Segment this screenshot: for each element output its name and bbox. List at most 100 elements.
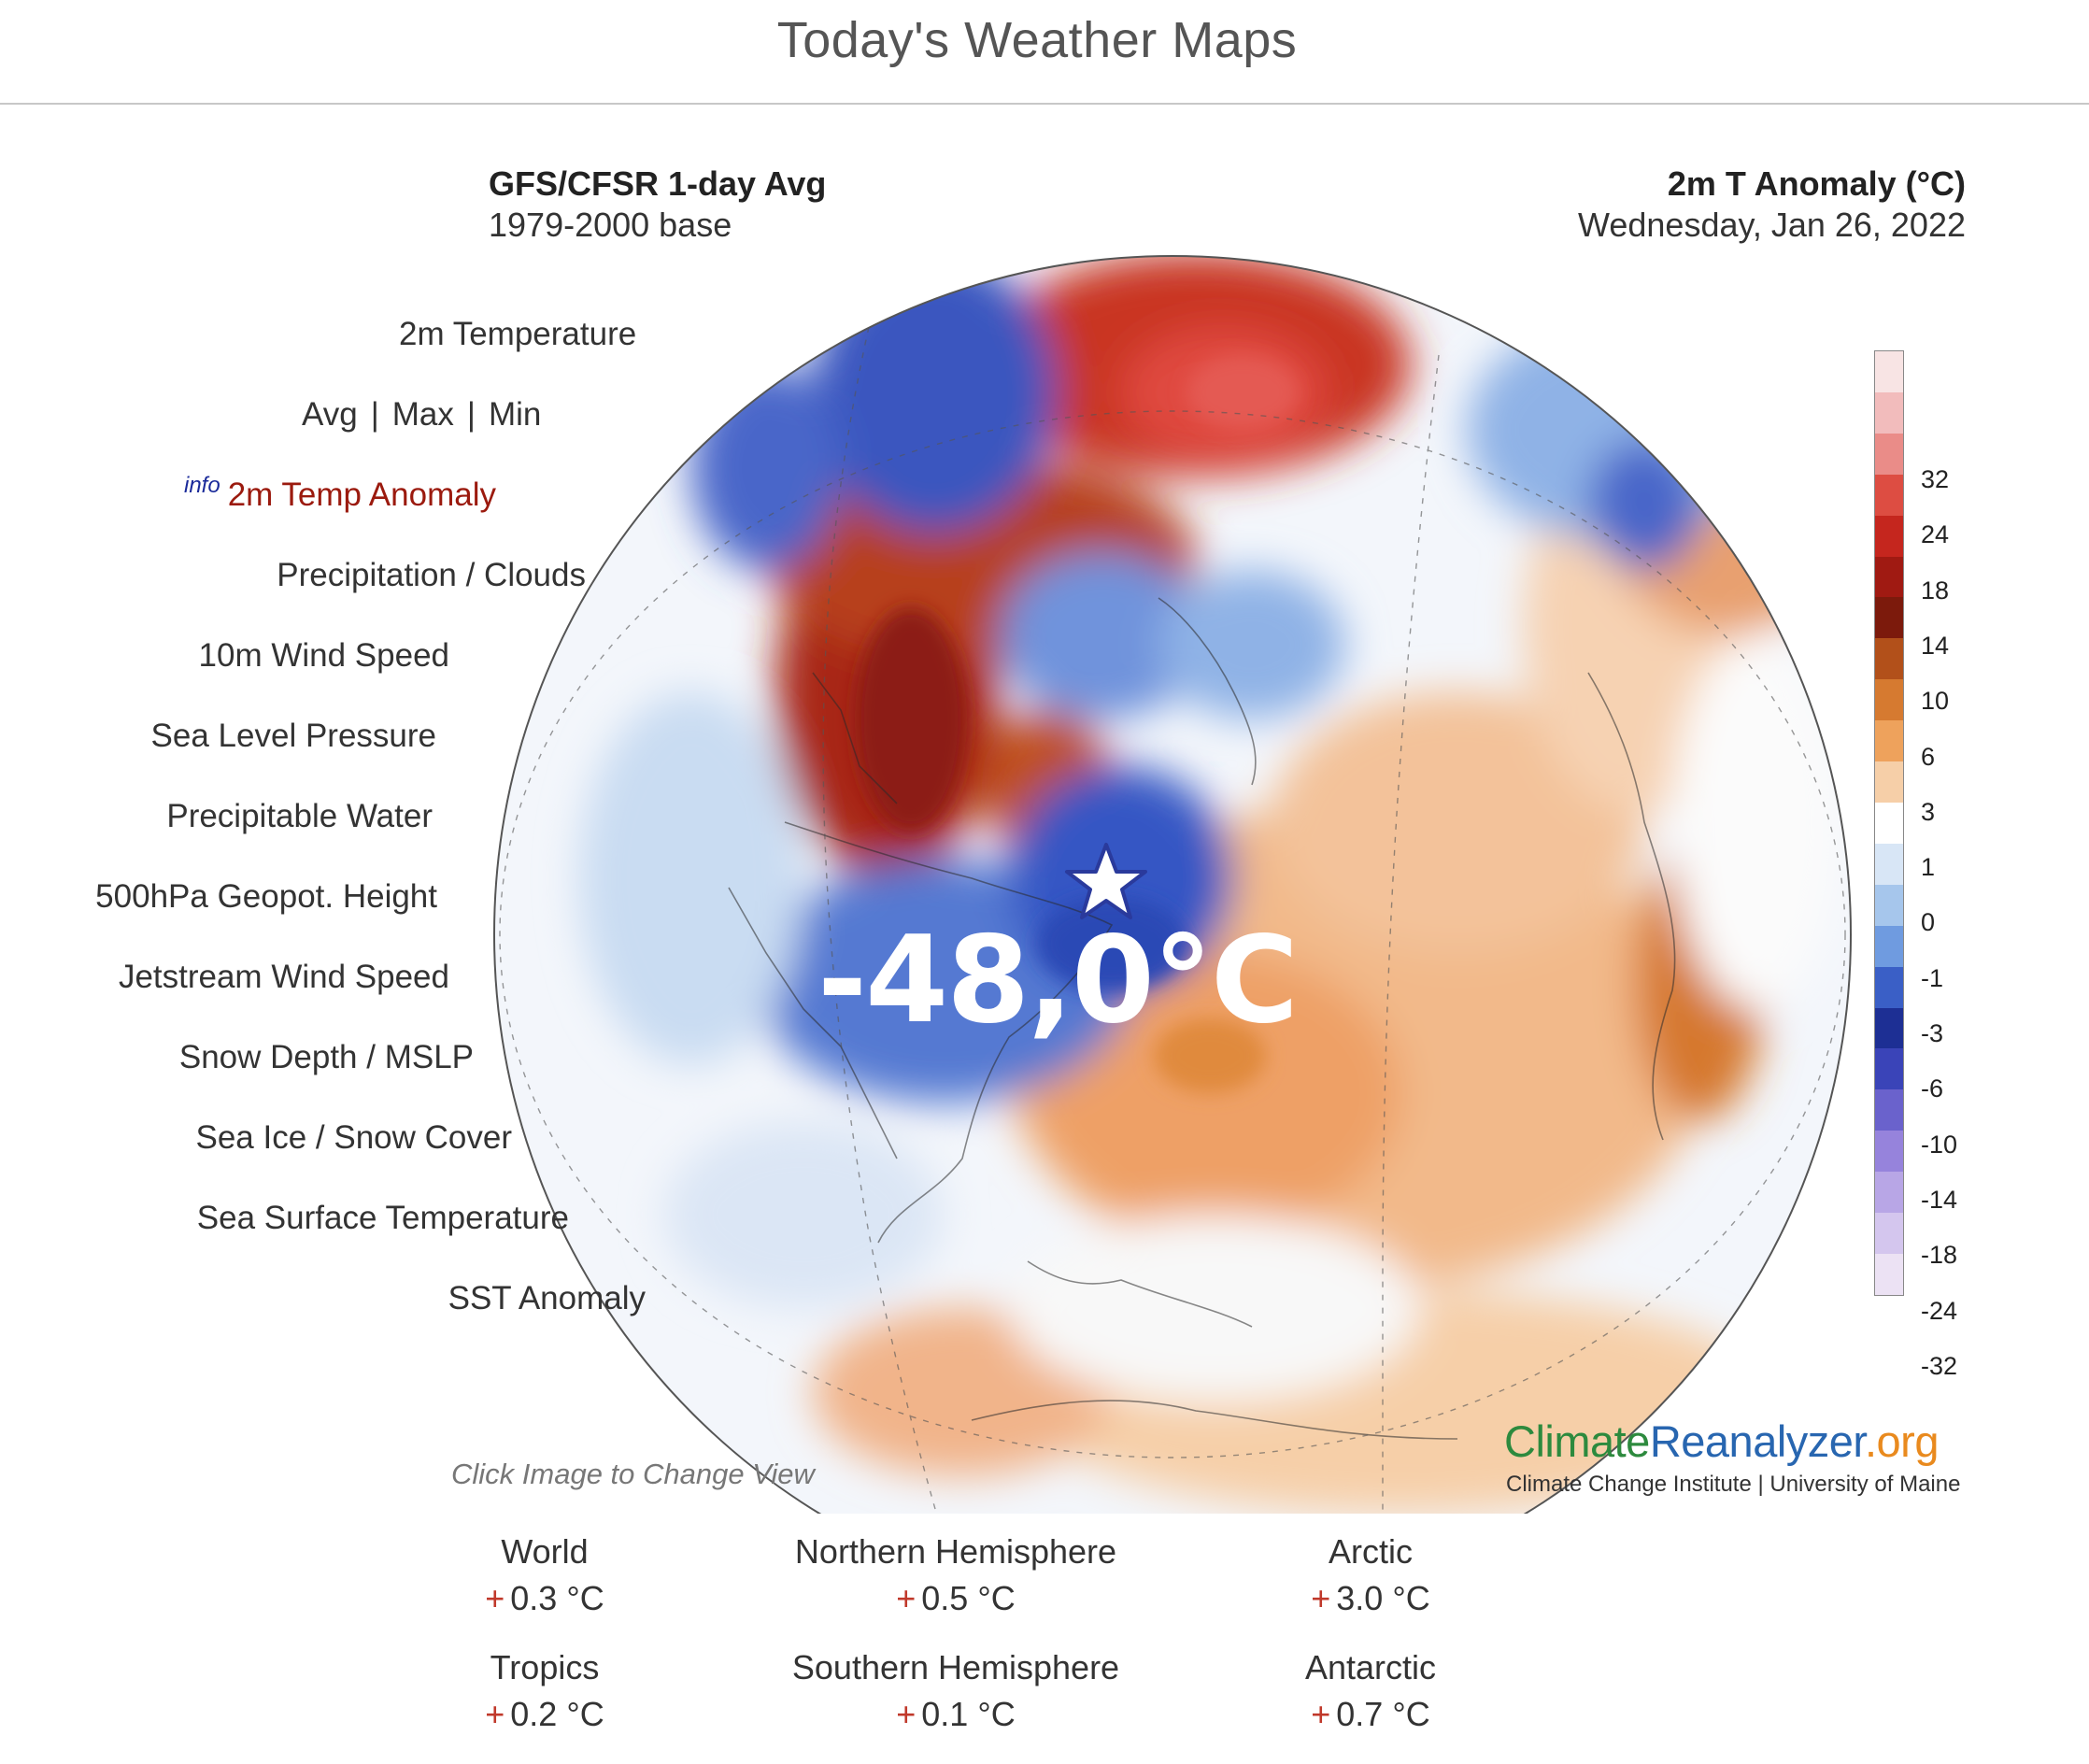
variable-label: 2m T Anomaly (°C): [1667, 164, 1966, 203]
globe-map-image[interactable]: [0, 112, 2089, 1514]
brand-part-1: Climate: [1504, 1416, 1650, 1466]
weather-map-figure[interactable]: GFS/CFSR 1-day Avg 1979-2000 base 2m T A…: [0, 112, 2089, 1514]
stat-value: +0.2 °C: [348, 1695, 741, 1734]
map-header-left: GFS/CFSR 1-day Avg 1979-2000 base: [489, 164, 826, 246]
colorbar-tick-label: -3: [1921, 1019, 1944, 1047]
stat-number: 0.1 °C: [921, 1695, 1016, 1733]
star-icon: [1065, 843, 1147, 919]
colorbar-segment: [1875, 515, 1903, 557]
colorbar-tick-label: -24: [1921, 1296, 1958, 1325]
colorbar-segment: [1875, 1007, 1903, 1049]
colorbar-tick-label: 6: [1921, 742, 1936, 771]
menu-2m-temperature[interactable]: 2m Temperature: [399, 316, 637, 352]
click-hint: Click Image to Change View: [451, 1458, 815, 1490]
colorbar-segment: [1875, 802, 1903, 844]
colorbar-tick-label: 18: [1921, 576, 1950, 605]
menu-min[interactable]: Min: [489, 396, 542, 433]
model-label: GFS/CFSR 1-day Avg: [489, 164, 827, 203]
stat-sign: +: [896, 1579, 917, 1617]
menu-separator: |: [466, 396, 476, 433]
title-divider: [0, 103, 2089, 105]
colorbar-tick-label: 0: [1921, 908, 1936, 937]
date-label: Wednesday, Jan 26, 2022: [1578, 206, 1966, 244]
colorbar-tick-label: 1: [1921, 853, 1936, 882]
stat-block: Northern Hemisphere +0.5 °C: [760, 1532, 1152, 1618]
stat-value: +0.3 °C: [348, 1579, 741, 1618]
menu-2m-temp-anomaly-label: 2m Temp Anomaly: [227, 477, 496, 513]
stat-block: Tropics +0.2 °C: [348, 1648, 741, 1734]
map-header-right: 2m T Anomaly (°C) Wednesday, Jan 26, 202…: [1578, 164, 1966, 246]
colorbar-segment: [1875, 474, 1903, 516]
menu-avg-max-min: Avg | Max | Min: [302, 396, 541, 434]
menu-item[interactable]: Sea Level Pressure: [150, 718, 436, 754]
stat-region-name: Antarctic: [1304, 1648, 1437, 1686]
stat-number: 0.7 °C: [1336, 1695, 1430, 1733]
stat-region-name: Southern Hemisphere: [791, 1648, 1120, 1686]
menu-item[interactable]: Precipitable Water: [166, 798, 433, 834]
colorbar-segment: [1875, 638, 1903, 680]
colorbar-tick-label: 3: [1921, 797, 1936, 826]
menu-item[interactable]: Jetstream Wind Speed: [118, 959, 449, 995]
menu-item[interactable]: Sea Ice / Snow Cover: [195, 1119, 513, 1156]
colorbar-segment: [1875, 433, 1903, 475]
info-link[interactable]: info: [184, 473, 220, 498]
menu-avg[interactable]: Avg: [302, 396, 358, 433]
stat-value: +0.7 °C: [1174, 1695, 1567, 1734]
colorbar-tick-label: 24: [1921, 520, 1950, 549]
colorbar-segment: [1875, 884, 1903, 926]
stat-region-name: Tropics: [490, 1648, 600, 1686]
brand-subtitle: Climate Change Institute | University of…: [1506, 1472, 1961, 1497]
stat-number: 0.5 °C: [921, 1579, 1016, 1617]
colorbar-tick-label: -1: [1921, 963, 1944, 992]
colorbar-segment: [1875, 597, 1903, 639]
menu-separator: |: [370, 396, 379, 433]
colorbar-segment: [1875, 966, 1903, 1008]
stat-region-name: World: [501, 1532, 589, 1571]
overlay-temperature-value: -48,0°C: [817, 911, 1299, 1050]
stat-number: 0.2 °C: [510, 1695, 604, 1733]
colorbar-segment: [1875, 843, 1903, 885]
menu-item[interactable]: 500hPa Geopot. Height: [95, 878, 437, 915]
colorbar-segment: [1875, 1253, 1903, 1295]
stat-region-name: Arctic: [1329, 1532, 1413, 1571]
menu-item[interactable]: Precipitation / Clouds: [277, 557, 586, 593]
colorbar-segment: [1875, 679, 1903, 721]
stat-value: +3.0 °C: [1174, 1579, 1567, 1618]
menu-item[interactable]: SST Anomaly: [448, 1280, 646, 1316]
stat-value: +0.1 °C: [760, 1695, 1152, 1734]
stat-number: 3.0 °C: [1336, 1579, 1430, 1617]
colorbar-tick-label: 14: [1921, 631, 1950, 660]
stat-block: Southern Hemisphere +0.1 °C: [760, 1648, 1152, 1734]
menu-item[interactable]: Snow Depth / MSLP: [178, 1039, 474, 1075]
base-period-label: 1979-2000 base: [489, 206, 732, 244]
brand-logo[interactable]: ClimateReanalyzer.org: [1504, 1415, 1939, 1467]
colorbar-tick-label: -18: [1921, 1241, 1958, 1270]
colorbar-tick-label: -6: [1921, 1074, 1944, 1103]
colorbar: [1874, 350, 1904, 1296]
colorbar-tick-label: 32: [1921, 465, 1950, 493]
colorbar-segment: [1875, 1048, 1903, 1090]
colorbar-tick-label: -10: [1921, 1130, 1958, 1159]
stat-sign: +: [485, 1695, 505, 1733]
colorbar-segment: [1875, 391, 1903, 434]
stat-region-name: Northern Hemisphere: [794, 1532, 1117, 1571]
stat-sign: +: [1311, 1695, 1331, 1733]
colorbar-segment: [1875, 1213, 1903, 1254]
stat-sign: +: [1311, 1579, 1331, 1617]
stat-block: Arctic +3.0 °C: [1174, 1532, 1567, 1618]
colorbar-tick-label: 10: [1921, 687, 1950, 716]
stat-value: +0.5 °C: [760, 1579, 1152, 1618]
colorbar-segment: [1875, 925, 1903, 967]
brand-part-2: Reanalyzer: [1649, 1416, 1866, 1466]
page-title: Today's Weather Maps: [776, 12, 1298, 68]
colorbar-tick-label: -32: [1921, 1351, 1958, 1380]
colorbar-segment: [1875, 761, 1903, 803]
menu-item[interactable]: Sea Surface Temperature: [196, 1200, 569, 1236]
menu-max[interactable]: Max: [391, 396, 454, 433]
colorbar-tick-label: -14: [1921, 1185, 1958, 1214]
menu-item[interactable]: 10m Wind Speed: [198, 637, 449, 674]
stat-sign: +: [485, 1579, 505, 1617]
brand-part-3: .org: [1864, 1416, 1940, 1466]
colorbar-segment: [1875, 720, 1903, 762]
menu-2m-temp-anomaly[interactable]: info 2m Temp Anomaly: [184, 473, 496, 514]
